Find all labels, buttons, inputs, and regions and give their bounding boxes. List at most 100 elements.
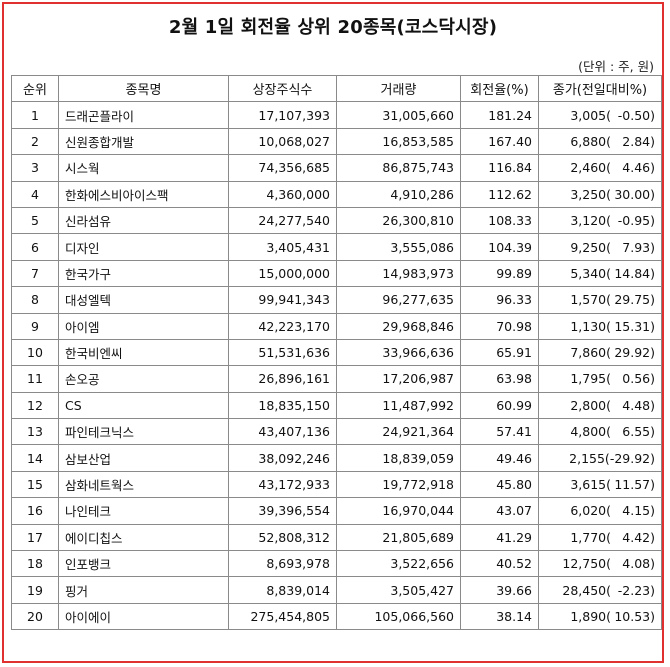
column-header-price: 종가(전일대비%) — [538, 74, 662, 103]
price-change-wrap: 1,890(10.53) — [543, 609, 655, 624]
price-change: 4.48) — [622, 397, 655, 413]
stock-name-cell: 드래곤플라이 — [58, 101, 229, 129]
volume-cell: 86,875,743 — [336, 154, 461, 182]
closing-price: 2,155( — [569, 450, 610, 466]
listed-shares-cell: 24,277,540 — [228, 206, 337, 235]
stock-name-cell: 시스웍 — [58, 154, 229, 182]
turnover-table: 순위 종목명 상장주식수 거래량 회전율(%) 종가(전일대비%) 1 드래곤플라… — [11, 74, 662, 631]
closing-price: 1,795( — [570, 371, 611, 387]
rank-cell: 13 — [11, 418, 59, 446]
rank-cell: 1 — [11, 101, 59, 129]
volume-cell: 29,968,846 — [336, 312, 461, 340]
table-row: 14 삼보산업 38,092,246 18,839,059 49.46 2,155(-29… — [11, 444, 662, 472]
closing-price: 7,860( — [570, 345, 611, 361]
closing-price: 5,340( — [570, 265, 611, 281]
listed-shares-cell: 18,835,150 — [228, 391, 337, 420]
rank-cell: 18 — [11, 550, 59, 578]
turnover-cell: 112.62 — [460, 180, 539, 208]
closing-price-cell: 6,880(2.84) — [538, 127, 662, 156]
stock-name-cell: 삼보산업 — [58, 444, 229, 472]
price-change: 7.93) — [622, 239, 655, 255]
turnover-cell: 57.41 — [460, 418, 539, 446]
listed-shares-cell: 8,693,978 — [228, 550, 337, 578]
closing-price: 1,570( — [570, 292, 611, 308]
table-row: 6 디자인 3,405,431 3,555,086 104.39 9,250(7.93) — [11, 233, 662, 261]
table-frame: 2월 1일 회전율 상위 20종목(코스닥시장) (단위 : 주, 원) 순위 … — [2, 2, 664, 663]
price-change: -0.50) — [617, 107, 655, 123]
listed-shares-cell: 43,172,933 — [228, 470, 337, 499]
closing-price-cell: 1,570(29.75) — [538, 286, 662, 314]
listed-shares-cell: 52,808,312 — [228, 523, 337, 552]
turnover-cell: 70.98 — [460, 312, 539, 340]
price-change: 4.42) — [622, 529, 655, 545]
column-header-name: 종목명 — [58, 74, 229, 103]
stock-name-cell: 나인테크 — [58, 497, 229, 525]
volume-cell: 105,066,560 — [336, 602, 461, 631]
rank-cell: 20 — [11, 602, 59, 631]
rank-cell: 9 — [11, 312, 59, 340]
price-change: 4.15) — [622, 503, 655, 519]
table-row: 5 신라섬유 24,277,540 26,300,810 108.33 3,120(-0.… — [11, 206, 662, 235]
volume-cell: 16,970,044 — [336, 497, 461, 525]
table-row: 16 나인테크 39,396,554 16,970,044 43.07 6,020(4.1… — [11, 497, 662, 525]
price-change-wrap: 1,770( 4.42) — [543, 530, 655, 545]
price-change: 30.00) — [614, 186, 655, 202]
price-change-wrap: 2,800(4.48) — [543, 398, 655, 413]
price-change: -2.23) — [617, 582, 655, 598]
stock-name-cell: 핑거 — [58, 576, 229, 604]
listed-shares-cell: 38,092,246 — [228, 444, 337, 472]
volume-cell: 4,910,286 — [336, 180, 461, 208]
closing-price: 1,890( — [570, 609, 611, 624]
rank-cell: 2 — [11, 127, 59, 156]
rank-cell: 8 — [11, 286, 59, 314]
rank-cell: 10 — [11, 338, 59, 367]
volume-cell: 17,206,987 — [336, 365, 461, 393]
rank-cell: 5 — [11, 206, 59, 235]
rank-cell: 3 — [11, 154, 59, 182]
closing-price-cell: 3,120(-0.95) — [538, 206, 662, 235]
price-change-wrap: 3,120(-0.95) — [543, 213, 655, 228]
stock-name-cell: 아이에이 — [58, 602, 229, 631]
closing-price-cell: 3,005(-0.50) — [538, 101, 662, 129]
stock-name-cell: 신라섬유 — [58, 206, 229, 235]
stock-name-cell: 디자인 — [58, 233, 229, 261]
turnover-cell: 65.91 — [460, 338, 539, 367]
price-change-wrap: 2,460(4.46) — [543, 160, 655, 175]
table-row: 15 삼화네트웍스 43,172,933 19,772,918 45.80 3,615(1… — [11, 470, 662, 499]
listed-shares-cell: 8,839,014 — [228, 576, 337, 604]
turnover-cell: 41.29 — [460, 523, 539, 552]
rank-cell: 19 — [11, 576, 59, 604]
closing-price-cell: 28,450(-2.23) — [538, 576, 662, 604]
price-change-wrap: 3,250(30.00) — [543, 187, 655, 202]
volume-cell: 11,487,992 — [336, 391, 461, 420]
closing-price-cell: 2,155(-29.92) — [538, 444, 662, 472]
price-change: 29.75) — [614, 292, 655, 308]
column-header-rank: 순위 — [11, 74, 59, 103]
table-row: 2 신원종합개발 10,068,027 16,853,585 167.40 6,880(2… — [11, 127, 662, 156]
closing-price-cell: 4,800(6.55) — [538, 418, 662, 446]
turnover-cell: 40.52 — [460, 550, 539, 578]
closing-price-cell: 9,250(7.93) — [538, 233, 662, 261]
closing-price: 1,770( — [570, 529, 611, 545]
closing-price: 1,130( — [570, 318, 611, 334]
price-change-wrap: 2,155(-29.92) — [543, 451, 655, 466]
table-row: 13 파인테크닉스 43,407,136 24,921,364 57.41 4,800(6… — [11, 418, 662, 446]
table-body: 1 드래곤플라이 17,107,393 31,005,660 181.24 3,005(-… — [11, 101, 662, 631]
listed-shares-cell: 275,454,805 — [228, 602, 337, 631]
volume-cell: 3,505,427 — [336, 576, 461, 604]
table-row: 18 인포뱅크 8,693,978 3,522,656 40.52 12,750(4.08… — [11, 550, 662, 578]
listed-shares-cell: 99,941,343 — [228, 286, 337, 314]
volume-cell: 33,966,636 — [336, 338, 461, 367]
volume-cell: 16,853,585 — [336, 127, 461, 156]
column-header-volume: 거래량 — [336, 74, 461, 103]
closing-price: 6,020( — [570, 503, 611, 519]
listed-shares-cell: 39,396,554 — [228, 497, 337, 525]
stock-name-cell: 손오공 — [58, 365, 229, 393]
stock-name-cell: 에이디칩스 — [58, 523, 229, 552]
table-row: 7 한국가구 15,000,000 14,983,973 99.89 5,340(14.8… — [11, 259, 662, 288]
rank-cell: 16 — [11, 497, 59, 525]
closing-price: 3,120( — [570, 213, 611, 229]
listed-shares-cell: 15,000,000 — [228, 259, 337, 288]
price-change-wrap: 12,750(4.08) — [543, 556, 655, 571]
stock-name-cell: 파인테크닉스 — [58, 418, 229, 446]
